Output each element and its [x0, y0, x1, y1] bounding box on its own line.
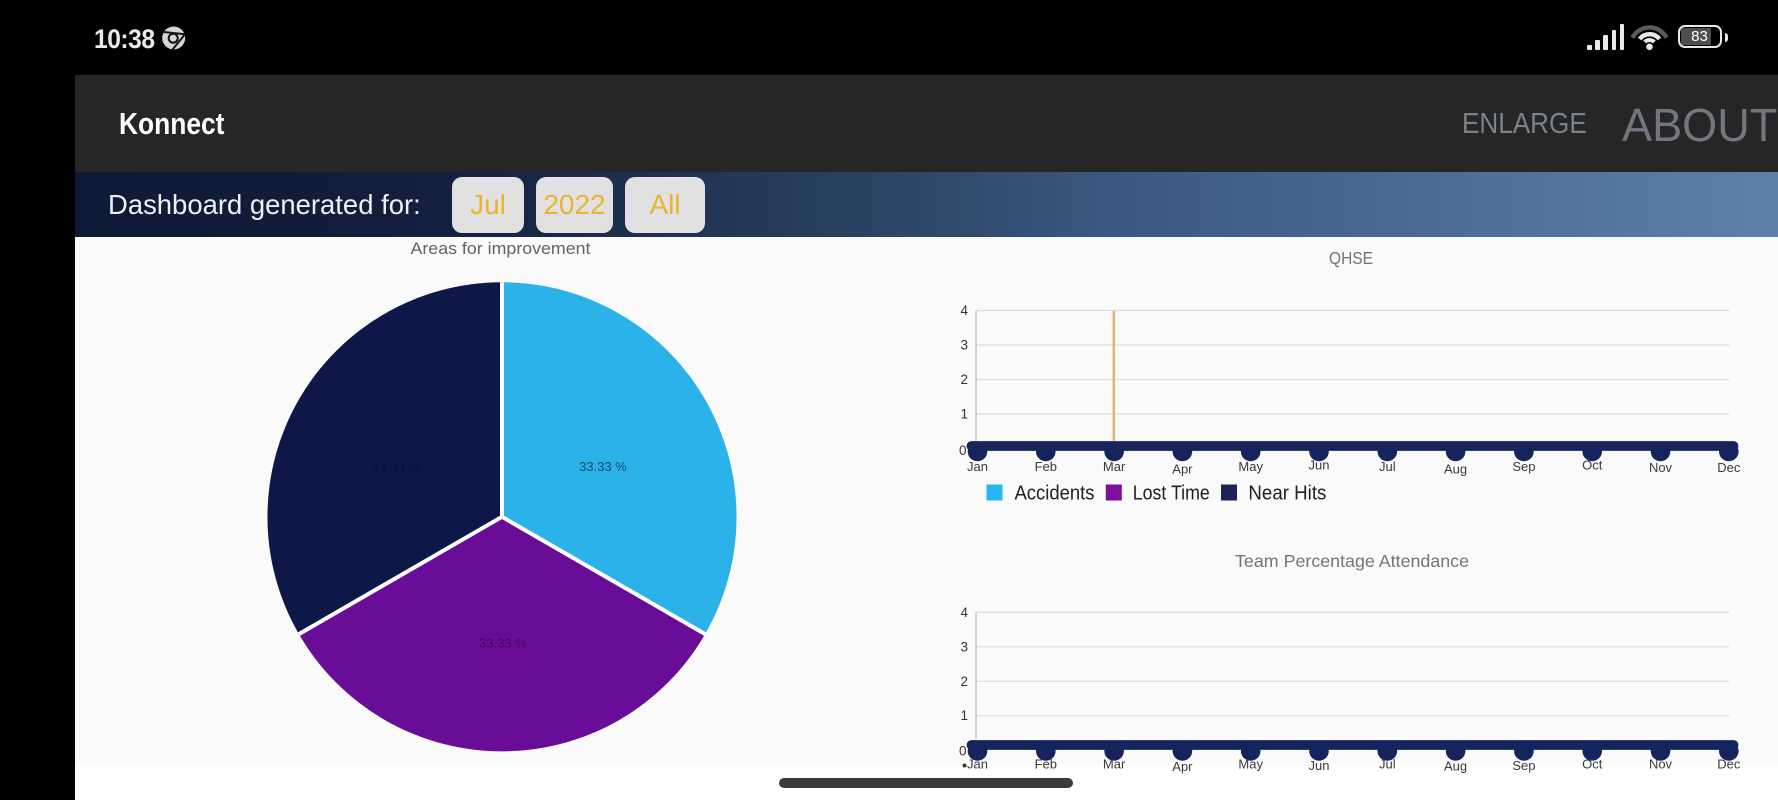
- svg-text:Jan: Jan: [967, 459, 988, 474]
- svg-text:QHSE: QHSE: [1329, 248, 1373, 268]
- svg-text:Jun: Jun: [1309, 458, 1330, 473]
- svg-text:Nov: Nov: [1649, 460, 1673, 475]
- svg-text:Mar: Mar: [1103, 459, 1126, 474]
- svg-text:Dec: Dec: [1717, 757, 1741, 772]
- svg-text:Nov: Nov: [1649, 757, 1673, 772]
- svg-text:Oct: Oct: [1582, 757, 1603, 772]
- svg-text:2: 2: [960, 372, 968, 387]
- svg-text:May: May: [1238, 459, 1263, 474]
- svg-text:Team Percentage Attendance: Team Percentage Attendance: [1235, 551, 1469, 571]
- svg-text:0: 0: [959, 744, 967, 759]
- svg-text:Lost Time: Lost Time: [1133, 483, 1210, 505]
- svg-text:33.33 %: 33.33 %: [479, 636, 527, 651]
- svg-text:0: 0: [959, 443, 967, 458]
- svg-text:Jul: Jul: [1379, 459, 1396, 474]
- svg-text:Apr: Apr: [1172, 759, 1193, 774]
- svg-text:Near Hits: Near Hits: [1248, 483, 1326, 505]
- svg-text:Jan: Jan: [967, 757, 988, 772]
- svg-text:1: 1: [960, 407, 968, 422]
- svg-text:4: 4: [960, 303, 968, 318]
- svg-text:3: 3: [960, 640, 968, 655]
- svg-text:33.33 %: 33.33 %: [372, 460, 420, 475]
- svg-text:Jun: Jun: [1309, 758, 1330, 773]
- svg-text:1: 1: [960, 708, 968, 723]
- svg-text:May: May: [1238, 757, 1263, 772]
- svg-text:Feb: Feb: [1035, 757, 1057, 772]
- svg-text:Aug: Aug: [1444, 462, 1467, 477]
- svg-text:Aug: Aug: [1444, 759, 1467, 774]
- svg-text:Accidents: Accidents: [1015, 483, 1095, 505]
- svg-text:3: 3: [960, 338, 968, 353]
- svg-text:Sep: Sep: [1512, 758, 1535, 773]
- svg-text:Jul: Jul: [1379, 757, 1396, 772]
- svg-text:Apr: Apr: [1172, 462, 1193, 477]
- svg-text:Oct: Oct: [1582, 458, 1603, 473]
- svg-text:Feb: Feb: [1035, 459, 1057, 474]
- svg-text:4: 4: [960, 605, 968, 620]
- svg-text:Dec: Dec: [1717, 460, 1741, 475]
- svg-text:33.33 %: 33.33 %: [579, 459, 627, 474]
- svg-text:Mar: Mar: [1103, 757, 1126, 772]
- svg-text:Sep: Sep: [1512, 459, 1535, 474]
- svg-text:Areas for improvement: Areas for improvement: [411, 239, 591, 258]
- svg-text:2: 2: [960, 674, 968, 689]
